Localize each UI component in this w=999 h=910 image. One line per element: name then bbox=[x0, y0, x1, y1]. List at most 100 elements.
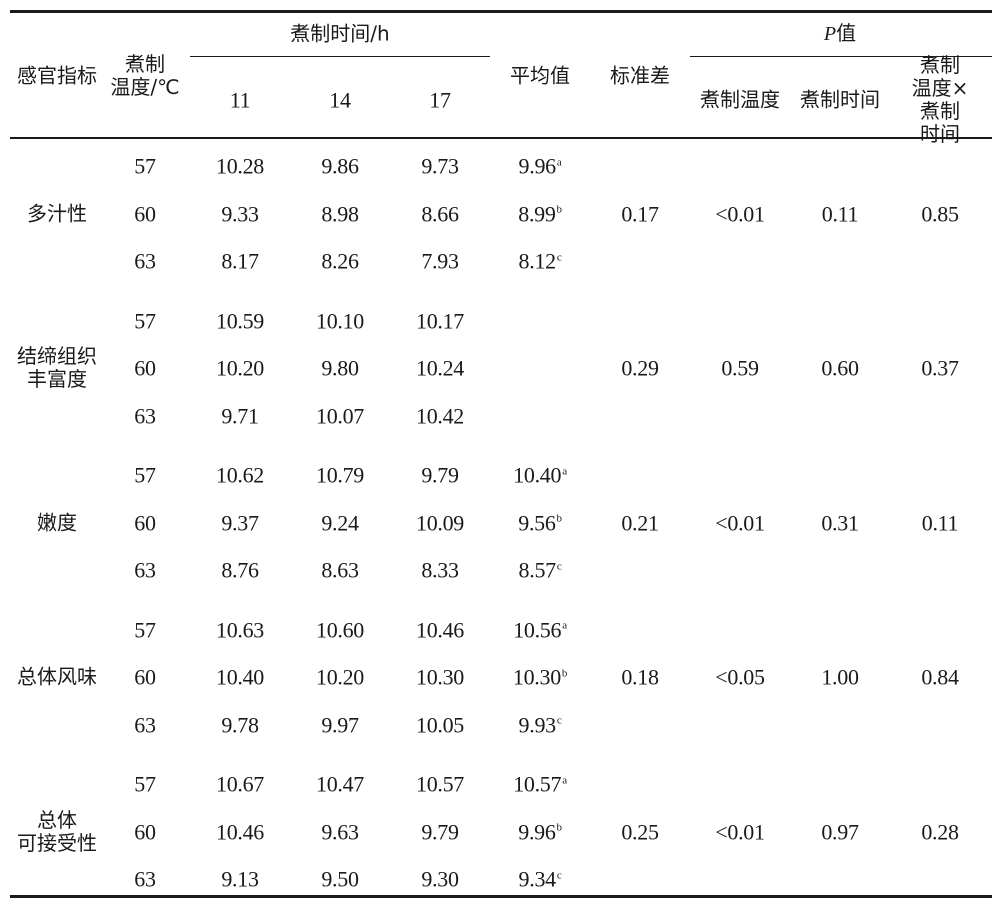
row-indicator: 结缔组织 丰富度 bbox=[17, 344, 97, 391]
row-value: 8.26 bbox=[321, 248, 359, 274]
row-p-temperature: <0.01 bbox=[715, 818, 765, 844]
row-value: 7.93 bbox=[421, 248, 459, 274]
row-value: 10.57 bbox=[415, 771, 465, 797]
row-indicator: 多汁性 bbox=[27, 201, 87, 225]
row-value: 10.10 bbox=[315, 307, 365, 333]
significance-letter: c bbox=[556, 251, 562, 264]
header-p-time: 煮制时间 bbox=[800, 87, 880, 112]
row-mean: 10.30b bbox=[512, 664, 568, 690]
row-std: 0.17 bbox=[621, 200, 659, 226]
row-p-temperature: <0.05 bbox=[715, 664, 765, 690]
row-p-interaction: 0.11 bbox=[921, 509, 959, 535]
row-value: 9.73 bbox=[421, 153, 459, 179]
row-p-interaction: 0.37 bbox=[921, 355, 959, 381]
row-mean: 10.56a bbox=[513, 617, 567, 642]
significance-letter: b bbox=[556, 203, 563, 216]
significance-letter: b bbox=[556, 512, 563, 525]
row-value: 10.42 bbox=[415, 402, 465, 428]
mean-value: 9.96 bbox=[518, 153, 557, 179]
mean-value: 9.93 bbox=[518, 711, 557, 737]
row-value: 10.24 bbox=[415, 355, 465, 381]
row-value: 8.17 bbox=[221, 248, 259, 274]
row-value: 10.40 bbox=[215, 664, 265, 690]
top-rule bbox=[10, 10, 992, 13]
header-std: 标准差 bbox=[610, 63, 670, 88]
row-value: 9.63 bbox=[321, 818, 359, 844]
row-indicator: 总体 可接受性 bbox=[17, 807, 97, 855]
mean-value: 10.57 bbox=[513, 771, 562, 797]
significance-letter: b bbox=[561, 667, 568, 680]
row-value: 9.30 bbox=[421, 866, 459, 892]
row-value: 10.30 bbox=[415, 664, 465, 690]
row-value: 9.24 bbox=[321, 509, 359, 535]
row-value: 9.79 bbox=[421, 462, 459, 488]
row-value: 9.86 bbox=[321, 153, 359, 179]
header-rule bbox=[10, 137, 992, 139]
significance-letter: c bbox=[556, 869, 562, 882]
header-mean: 平均值 bbox=[510, 63, 570, 88]
header-time-11: 11 bbox=[229, 87, 251, 113]
row-mean: 9.96a bbox=[519, 153, 562, 178]
row-temperature: 63 bbox=[134, 248, 156, 274]
row-value: 10.20 bbox=[315, 664, 365, 690]
row-temperature: 60 bbox=[134, 664, 156, 690]
significance-letter: a bbox=[562, 619, 567, 632]
row-p-interaction: 0.84 bbox=[921, 664, 959, 690]
row-value: 10.47 bbox=[315, 771, 365, 797]
row-p-temperature: <0.01 bbox=[715, 509, 765, 535]
mean-value: 9.56 bbox=[518, 509, 556, 535]
row-value: 8.63 bbox=[321, 557, 359, 583]
row-mean: 9.93c bbox=[519, 712, 562, 737]
row-value: 10.09 bbox=[415, 509, 465, 535]
row-temperature: 60 bbox=[134, 355, 156, 381]
row-value: 10.46 bbox=[415, 616, 465, 642]
row-temperature: 63 bbox=[134, 402, 156, 428]
row-mean: 8.57c bbox=[519, 557, 562, 582]
row-p-time: 0.97 bbox=[821, 818, 859, 844]
row-mean: 10.40a bbox=[513, 462, 567, 487]
row-value: 10.20 bbox=[215, 355, 265, 381]
row-value: 10.79 bbox=[315, 462, 365, 488]
significance-letter: a bbox=[556, 156, 562, 169]
header-p-value: P值 bbox=[824, 22, 856, 46]
header-temperature: 煮制 温度/℃ bbox=[110, 52, 180, 99]
row-mean: 9.96b bbox=[518, 819, 562, 844]
significance-letter: c bbox=[556, 560, 562, 573]
row-p-temperature: 0.59 bbox=[721, 355, 759, 381]
row-value: 10.60 bbox=[315, 616, 365, 642]
row-value: 9.80 bbox=[321, 355, 359, 381]
header-p-interaction: 煮制温度× 煮制时间 bbox=[911, 53, 969, 146]
row-temperature: 60 bbox=[134, 818, 156, 844]
row-value: 10.63 bbox=[215, 616, 265, 642]
row-value: 9.33 bbox=[221, 200, 259, 226]
row-value: 10.46 bbox=[215, 818, 265, 844]
header-p-temperature: 煮制温度 bbox=[700, 87, 780, 112]
bottom-rule bbox=[10, 895, 992, 898]
row-std: 0.29 bbox=[621, 355, 659, 381]
row-value: 9.71 bbox=[221, 402, 259, 428]
significance-letter: a bbox=[562, 774, 567, 787]
significance-letter: b bbox=[556, 821, 563, 834]
row-mean: 10.57a bbox=[513, 771, 567, 796]
mean-value: 8.99 bbox=[518, 200, 556, 226]
mean-value: 10.30 bbox=[512, 664, 561, 690]
row-temperature: 57 bbox=[134, 771, 156, 797]
mean-value: 10.40 bbox=[513, 462, 562, 488]
significance-letter: a bbox=[562, 465, 567, 478]
row-temperature: 63 bbox=[134, 711, 156, 737]
row-indicator: 总体风味 bbox=[17, 664, 97, 689]
row-value: 8.98 bbox=[321, 200, 359, 226]
significance-letter: c bbox=[556, 714, 562, 727]
row-p-temperature: <0.01 bbox=[715, 200, 765, 226]
row-p-time: 0.60 bbox=[821, 355, 859, 381]
row-value: 8.33 bbox=[421, 557, 459, 583]
header-time-14: 14 bbox=[329, 87, 351, 113]
row-value: 9.13 bbox=[221, 866, 259, 892]
mean-value: 8.57 bbox=[518, 557, 557, 583]
row-temperature: 63 bbox=[134, 866, 156, 892]
row-temperature: 57 bbox=[134, 616, 156, 642]
row-p-time: 0.11 bbox=[821, 200, 859, 226]
row-value: 9.79 bbox=[421, 818, 459, 844]
row-value: 9.78 bbox=[221, 711, 259, 737]
mean-value: 9.96 bbox=[518, 818, 556, 844]
